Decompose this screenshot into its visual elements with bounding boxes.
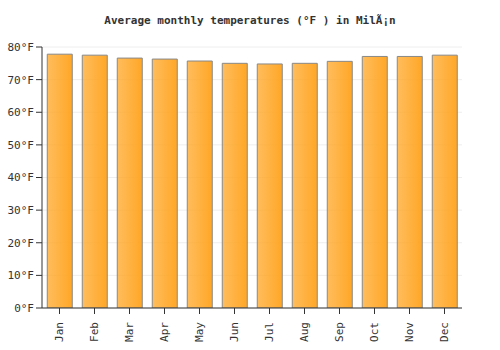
- svg-text:0°F: 0°F: [14, 302, 34, 315]
- svg-text:60°F: 60°F: [8, 106, 34, 119]
- html-text:Average monthly temperatures (: Average monthly temperatures (°F ) in Mi…: [104, 14, 396, 27]
- svg-text:40°F: 40°F: [8, 171, 34, 184]
- svg-text:30°F: 30°F: [8, 204, 34, 217]
- svg-text:Aug: Aug: [298, 322, 311, 342]
- svg-text:80°F: 80°F: [8, 41, 34, 54]
- svg-text:20°F: 20°F: [8, 237, 34, 250]
- svg-text:Sep: Sep: [333, 322, 346, 342]
- svg-text:Nov: Nov: [403, 322, 416, 342]
- svg-text:Oct: Oct: [368, 322, 381, 342]
- svg-text:Apr: Apr: [158, 322, 171, 342]
- svg-text:Jun: Jun: [228, 322, 241, 342]
- svg-text:Feb: Feb: [88, 322, 101, 342]
- svg-text:Jul: Jul: [263, 322, 276, 342]
- svg-text:50°F: 50°F: [8, 139, 34, 152]
- svg-text:May: May: [193, 322, 206, 342]
- svg-text:Mar: Mar: [123, 322, 136, 342]
- svg-text:10°F: 10°F: [8, 269, 34, 282]
- svg-text:Jan: Jan: [53, 322, 66, 342]
- svg-text:70°F: 70°F: [8, 74, 34, 87]
- svg-text:Dec: Dec: [438, 322, 451, 342]
